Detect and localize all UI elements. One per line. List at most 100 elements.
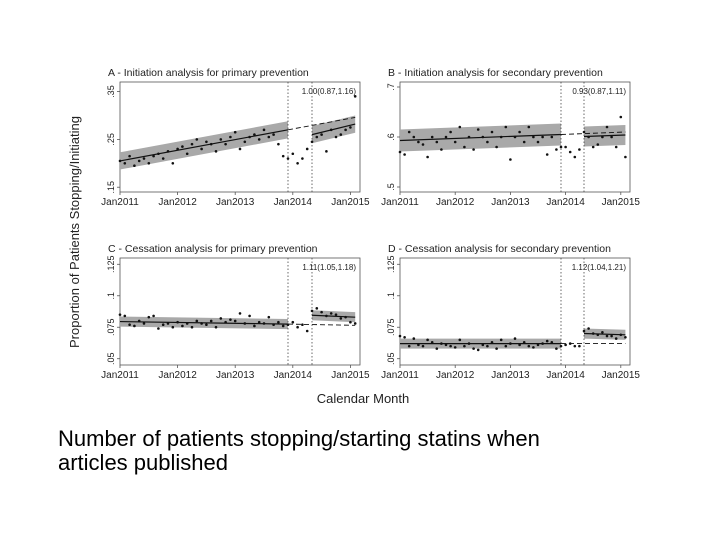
panel-b-x-tick-label: Jan2012: [436, 197, 475, 208]
panel-a-data-point: [296, 162, 299, 165]
panel-d-y-tick-label: .05: [386, 352, 396, 365]
panel-b-data-point: [440, 148, 443, 151]
panel-a-data-point: [166, 150, 170, 153]
panel-c-data-point: [205, 323, 208, 327]
panel-c-data-point: [253, 324, 256, 328]
panel-d-data-point: [513, 337, 517, 340]
panel-a-y-tick-label: .15: [106, 181, 116, 194]
panel-c-data-point: [248, 314, 251, 318]
panel-b-data-point: [522, 140, 526, 144]
panel-d-data-point: [596, 333, 600, 337]
panel-b-data-point: [610, 135, 613, 139]
panel-b-fit-line-post: [583, 134, 626, 138]
panel-c-data-point: [147, 315, 151, 319]
panel-c-x-tick-label: Jan2011: [101, 370, 139, 381]
panel-d-data-point: [518, 343, 521, 347]
panel-b-data-point: [421, 143, 425, 146]
panel-a-data-point: [339, 133, 343, 136]
panel-d-y-tick-label: .125: [386, 256, 396, 274]
panel-c-x-tick-label: Jan2013: [216, 370, 255, 381]
panel-c-data-point: [296, 325, 299, 329]
panel-a-fit-line-pre: [119, 129, 289, 162]
panel-b: B - Initiation analysis for secondary pr…: [381, 67, 640, 208]
panel-d-x-tick-label: Jan2013: [491, 370, 530, 381]
panel-d-data-point: [486, 344, 489, 348]
panel-c-y-tick-label: .1: [106, 292, 116, 300]
panel-d-data-point: [426, 338, 429, 342]
panel-b-data-point: [596, 143, 600, 146]
panel-c-data-point: [181, 324, 184, 328]
panel-d-data-point: [550, 341, 554, 344]
panel-c-data-point: [315, 307, 319, 310]
panel-c-data-point: [339, 317, 343, 320]
panel-b-data-point: [449, 130, 452, 134]
panel-b-data-point: [555, 148, 558, 151]
panel-a-data-point: [267, 135, 271, 139]
panel-a-fit-line-post: [311, 123, 356, 136]
panel-b-y-tick-label: .5: [386, 183, 396, 191]
panel-a: A - Initiation analysis for primary prev…: [101, 67, 370, 208]
panel-a-data-point: [349, 126, 352, 129]
panel-a-data-point: [248, 135, 251, 139]
panel-a-data-point: [272, 133, 275, 136]
panel-b-data-point: [587, 135, 590, 139]
panel-a-data-point: [277, 142, 280, 146]
panel-d-data-point: [568, 342, 572, 345]
panel-b-data-point: [463, 145, 466, 149]
panel-d-estimate: 1.12(1.04,1.21): [572, 263, 627, 272]
panel-b-data-point: [601, 135, 604, 139]
panel-d-title: D - Cessation analysis for secondary pre…: [388, 243, 611, 255]
panel-d-data-point: [444, 343, 448, 347]
panel-b-data-point: [582, 130, 586, 134]
panel-a-data-point: [190, 142, 194, 146]
panel-a-data-point: [243, 140, 247, 144]
panel-a-data-point: [157, 152, 160, 156]
panel-c-data-point: [349, 320, 352, 324]
panel-c-data-point: [137, 319, 141, 323]
panel-a-data-point: [205, 140, 208, 144]
panel-c-data-point: [257, 320, 261, 324]
panel-c-x-tick-label: Jan2015: [331, 370, 370, 381]
panel-a-data-point: [137, 159, 141, 163]
panel-b-data-point: [624, 155, 627, 159]
panel-a-data-point: [147, 162, 151, 165]
panel-d-data-point: [614, 337, 618, 340]
caption-line-1: Number of patients stopping/starting sta…: [58, 426, 540, 451]
panel-b-data-point: [568, 150, 572, 154]
panel-c-y-tick-label: .05: [106, 352, 116, 365]
panel-b-data-point: [564, 145, 567, 149]
panel-a-data-point: [181, 145, 184, 148]
panel-d-data-point: [509, 342, 512, 345]
panel-b-x-tick-label: Jan2015: [602, 197, 641, 208]
panel-b-data-point: [403, 153, 406, 156]
panel-a-data-point: [185, 152, 189, 156]
panel-a-data-point: [209, 142, 213, 146]
panel-b-y-tick-label: .7: [386, 83, 396, 91]
panel-c-title: C - Cessation analysis for primary preve…: [108, 243, 318, 255]
panel-d-x-tick-label: Jan2015: [602, 370, 641, 381]
y-axis-label: Proportion of Patients Stopping/Initiati…: [67, 116, 82, 348]
panel-d-data-point: [398, 334, 402, 338]
panel-a-data-point: [329, 128, 333, 132]
panel-c-data-point: [176, 320, 179, 324]
panel-c-data-point: [190, 325, 194, 329]
panel-a-counterfactual-line: [287, 116, 356, 131]
panel-c-data-point: [118, 313, 122, 316]
panel-a-data-point: [214, 150, 218, 153]
panel-b-data-point: [573, 155, 577, 159]
panel-a-data-point: [262, 128, 266, 132]
panel-b-x-tick-label: Jan2014: [546, 197, 585, 208]
panel-d-data-point: [467, 342, 471, 345]
panel-b-data-point: [513, 135, 517, 139]
panel-c-data-point: [344, 315, 347, 319]
panel-d-data-point: [532, 346, 535, 349]
panel-b-counterfactual-line: [560, 131, 626, 135]
panel-d: D - Cessation analysis for secondary pre…: [381, 243, 640, 381]
panel-a-y-tick-label: .25: [106, 133, 116, 146]
panel-a-y-tick-label: .35: [106, 85, 116, 98]
panel-c-data-point: [272, 323, 275, 327]
panel-b-y-tick-label: .6: [386, 133, 396, 141]
panel-a-data-point: [291, 152, 295, 156]
panel-d-data-point: [564, 343, 567, 347]
panel-c-estimate: 1.11(1.05,1.18): [302, 263, 356, 272]
